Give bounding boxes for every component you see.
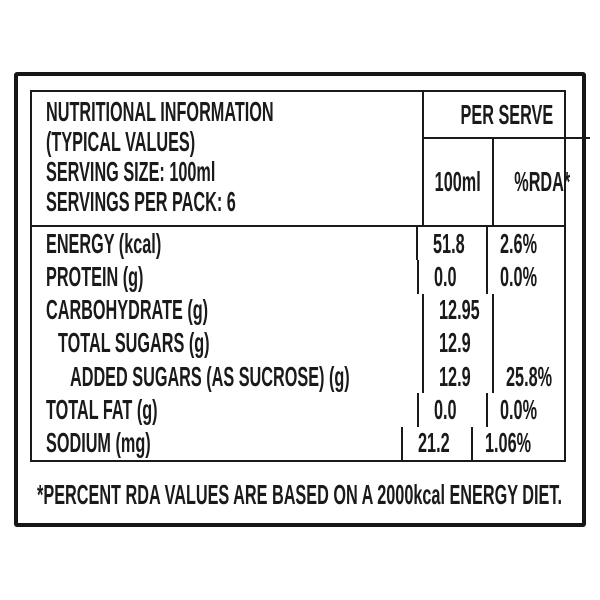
rda-footnote: *PERCENT RDA VALUES ARE BASED ON A 2000k… — [18, 462, 582, 523]
table-row-added-sugars: ADDED SUGARS (AS SUCROSE) (g) 12.9 25.8% — [32, 360, 564, 394]
nutrient-value: 12.9 — [422, 360, 492, 394]
servings-per-pack: SERVINGS PER PACK: 6 — [46, 187, 422, 217]
nutrient-rda-text: 0.0% — [500, 260, 538, 292]
nutrient-name-text: SODIUM (mg) — [46, 427, 151, 459]
serving-size-text: SERVING SIZE: 100ml — [46, 156, 216, 187]
nutrient-value-text: 12.9 — [439, 360, 471, 392]
nutrient-name-text: CARBOHYDRATE (g) — [46, 294, 209, 326]
nutrient-rda: 0.0% — [486, 393, 564, 427]
nutrient-rda: 1.06% — [470, 426, 564, 460]
nutrient-name: ENERGY (kcal) — [32, 227, 416, 260]
sub-column-headers: 100ml %RDA* — [424, 139, 590, 225]
table-row-energy: ENERGY (kcal) 51.8 2.6% — [32, 227, 564, 261]
per-serve-header-text: PER SERVE — [460, 98, 554, 130]
nutrient-value: 21.2 — [400, 426, 471, 460]
nutrient-rda-text: 1.06% — [484, 427, 531, 459]
serving-size: SERVING SIZE: 100ml — [46, 157, 422, 187]
column-header-amount: 100ml — [424, 139, 492, 225]
nutrient-value: 51.8 — [416, 227, 486, 261]
table-row-total-sugars: TOTAL SUGARS (g) 12.9 — [32, 326, 564, 361]
table-body: ENERGY (kcal) 51.8 2.6% PROTEIN (g) 0.0 … — [32, 227, 564, 460]
table-header-right: PER SERVE 100ml %RDA* — [422, 92, 591, 225]
nutrient-name: TOTAL SUGARS (g) — [32, 327, 422, 360]
per-serve-header: PER SERVE — [424, 92, 591, 139]
table-title-line1-text: NUTRITIONAL INFORMATION — [46, 96, 274, 127]
column-header-amount-text: 100ml — [434, 166, 482, 197]
nutrient-value-text: 51.8 — [433, 227, 465, 259]
nutrient-value-text: 21.2 — [417, 427, 450, 459]
nutrient-rda-text: 2.6% — [500, 227, 538, 259]
table-row-protein: PROTEIN (g) 0.0 0.0% — [32, 260, 564, 294]
table-row-sodium: SODIUM (mg) 21.2 1.06% — [32, 426, 564, 460]
column-header-rda: %RDA* — [492, 139, 590, 225]
nutrient-name-text: ADDED SUGARS (AS SUCROSE) (g) — [70, 360, 350, 392]
nutrient-name-text: TOTAL FAT (g) — [46, 394, 158, 426]
nutrient-name-text: TOTAL SUGARS (g) — [58, 327, 210, 359]
nutrient-name: CARBOHYDRATE (g) — [32, 294, 422, 327]
rda-footnote-text: *PERCENT RDA VALUES ARE BASED ON A 2000k… — [37, 478, 563, 510]
nutrient-name: ADDED SUGARS (AS SUCROSE) (g) — [32, 360, 422, 393]
nutrient-value-text: 0.0 — [433, 260, 457, 292]
nutrient-rda-text: 0.0% — [500, 394, 538, 426]
nutrient-rda-text: 25.8% — [506, 360, 553, 392]
nutrient-name-text: ENERGY (kcal) — [46, 227, 162, 259]
table-header-left: NUTRITIONAL INFORMATION (TYPICAL VALUES)… — [32, 92, 422, 225]
nutrient-name: TOTAL FAT (g) — [32, 393, 417, 426]
nutrient-name-text: PROTEIN (g) — [46, 260, 144, 292]
nutrient-value: 0.0 — [416, 260, 486, 294]
nutrient-rda: 25.8% — [492, 360, 585, 394]
servings-per-pack-text: SERVINGS PER PACK: 6 — [46, 186, 236, 217]
nutrient-value: 0.0 — [416, 393, 486, 427]
nutrition-table: NUTRITIONAL INFORMATION (TYPICAL VALUES)… — [30, 90, 591, 462]
nutrient-rda: 2.6% — [486, 227, 564, 261]
table-title-line2-text: (TYPICAL VALUES) — [46, 126, 196, 157]
nutrient-value: 12.95 — [422, 293, 492, 327]
table-title-line1: NUTRITIONAL INFORMATION — [46, 97, 422, 127]
nutrient-rda — [492, 293, 564, 327]
nutrient-value-text: 12.95 — [439, 294, 480, 326]
column-header-rda-text: %RDA* — [514, 166, 571, 197]
nutrient-value-text: 12.9 — [439, 327, 471, 359]
nutrient-value-text: 0.0 — [433, 394, 457, 426]
nutrient-rda — [492, 326, 564, 361]
label-outer-border: NUTRITIONAL INFORMATION (TYPICAL VALUES)… — [14, 72, 591, 527]
nutrient-name: PROTEIN (g) — [32, 260, 417, 293]
table-row-total-fat: TOTAL FAT (g) 0.0 0.0% — [32, 393, 564, 427]
nutrient-rda: 0.0% — [486, 260, 564, 294]
table-header: NUTRITIONAL INFORMATION (TYPICAL VALUES)… — [32, 92, 591, 227]
table-title-line2: (TYPICAL VALUES) — [46, 127, 422, 157]
table-row-carbohydrate: CARBOHYDRATE (g) 12.95 — [32, 293, 564, 327]
nutrient-name: SODIUM (mg) — [32, 427, 401, 460]
nutrient-value: 12.9 — [422, 326, 492, 361]
